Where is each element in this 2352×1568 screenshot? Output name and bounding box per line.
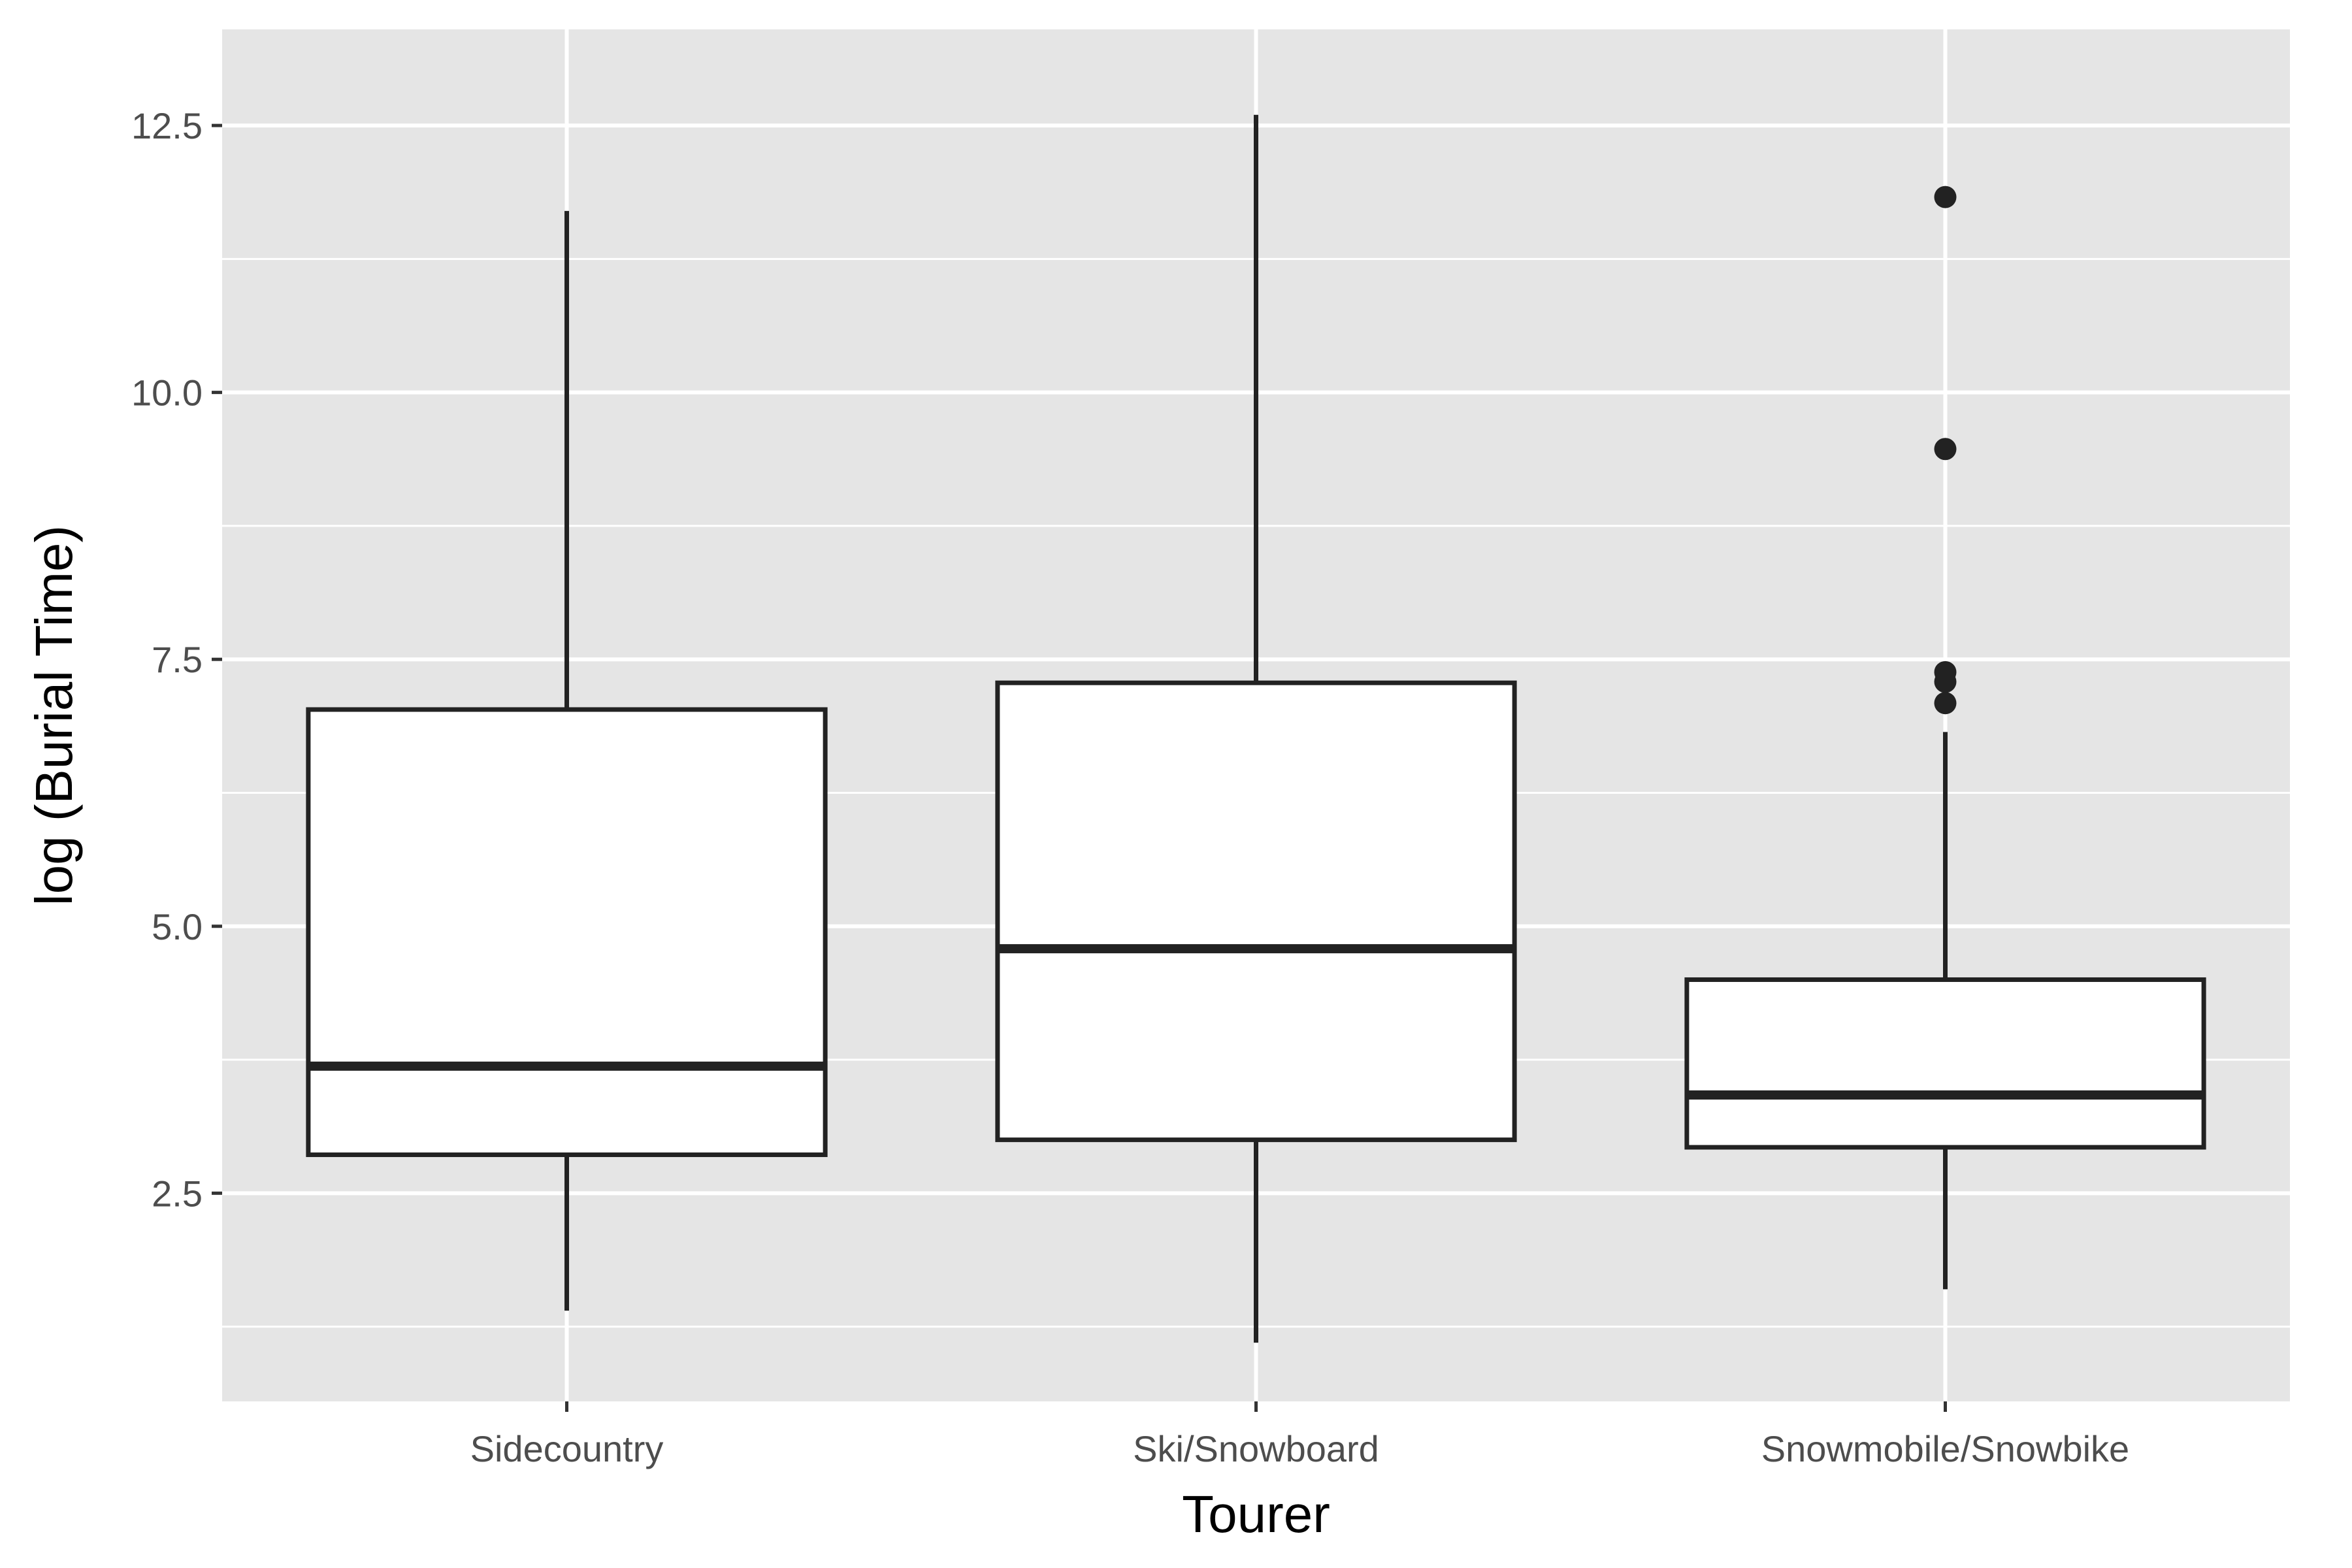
outlier-point	[1934, 661, 1957, 683]
y-tick-label: 5.0	[152, 906, 203, 947]
box-3	[1684, 186, 2206, 1290]
iqr-box	[995, 680, 1517, 1143]
outlier-point	[1934, 186, 1957, 208]
x-tick-label: Snowmobile/Snowbike	[1761, 1428, 2129, 1469]
box-2	[995, 114, 1517, 1343]
boxes	[306, 114, 2206, 1343]
x-tick-label: Ski/Snowboard	[1133, 1428, 1379, 1469]
y-tick-label: 7.5	[152, 639, 203, 680]
outlier-point	[1934, 438, 1957, 461]
iqr-box	[1684, 977, 2206, 1150]
y-tick-label: 10.0	[131, 372, 203, 414]
y-axis-title: log (Burial Time)	[25, 525, 83, 906]
x-tick-label: Sidecountry	[470, 1428, 664, 1469]
box-1	[306, 210, 828, 1311]
x-axis-title: Tourer	[1182, 1485, 1330, 1543]
axes: 2.5 5.0 7.5 10.0 12.5 Sidecountry Ski/Snowboar…	[131, 105, 2129, 1469]
y-tick-label: 2.5	[152, 1173, 203, 1214]
iqr-box	[306, 707, 828, 1157]
y-tick-label: 12.5	[131, 105, 203, 146]
outlier-point	[1934, 692, 1957, 715]
